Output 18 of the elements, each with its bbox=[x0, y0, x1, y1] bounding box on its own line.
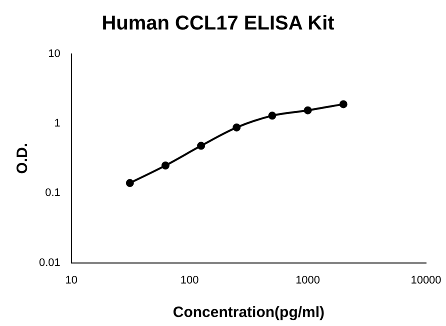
y-tick-label: 10 bbox=[48, 48, 60, 60]
point bbox=[339, 100, 348, 108]
point bbox=[197, 142, 206, 150]
y-tick-label: 0.1 bbox=[45, 187, 60, 200]
chart-title: Human CCL17 ELISA Kit bbox=[102, 12, 335, 35]
y-tick-label: 1 bbox=[54, 118, 60, 130]
x-tick-label: 1000 bbox=[296, 274, 320, 286]
point bbox=[232, 123, 241, 132]
x-tick-label: 10000 bbox=[410, 274, 442, 286]
point bbox=[304, 106, 312, 114]
x-axis-title: Concentration(pg/ml) bbox=[172, 304, 325, 322]
x-tick-label: 100 bbox=[180, 274, 199, 286]
point bbox=[126, 179, 134, 188]
point bbox=[268, 112, 276, 120]
y-tick-label: 0.01 bbox=[38, 256, 60, 269]
point bbox=[161, 162, 170, 170]
y-axis-title: O.D. bbox=[14, 142, 32, 174]
x-tick-label: 10 bbox=[65, 274, 78, 286]
